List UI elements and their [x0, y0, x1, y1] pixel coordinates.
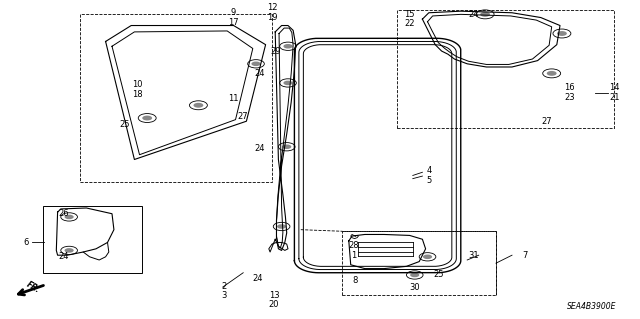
Circle shape [65, 248, 74, 253]
Circle shape [423, 255, 432, 259]
Circle shape [284, 44, 292, 48]
Text: 24: 24 [252, 274, 262, 283]
Text: 29: 29 [270, 47, 280, 56]
Text: 25: 25 [120, 120, 130, 129]
Text: SEA4B3900E: SEA4B3900E [567, 302, 617, 311]
Text: 12
19: 12 19 [267, 4, 277, 22]
Circle shape [547, 71, 557, 76]
Text: 30: 30 [410, 283, 420, 292]
Bar [397, 10, 614, 128]
Text: 28
1: 28 1 [349, 241, 359, 260]
Circle shape [65, 215, 74, 219]
Circle shape [284, 81, 292, 85]
Text: 9
17: 9 17 [228, 8, 239, 27]
Text: 25: 25 [433, 271, 444, 279]
Text: 11: 11 [228, 94, 239, 103]
Text: 24: 24 [59, 252, 69, 261]
Text: 16
23: 16 23 [564, 83, 575, 102]
Text: FR.: FR. [25, 280, 42, 295]
Text: 13
20: 13 20 [269, 291, 279, 309]
Bar [80, 14, 272, 182]
Circle shape [277, 224, 286, 229]
Text: 14
21: 14 21 [609, 83, 620, 102]
Circle shape [480, 12, 490, 17]
Text: 27: 27 [238, 112, 248, 121]
Circle shape [193, 103, 204, 108]
Text: 6: 6 [23, 238, 28, 247]
Text: 27: 27 [542, 117, 552, 126]
Text: 4
5: 4 5 [426, 166, 431, 185]
Circle shape [282, 145, 291, 149]
Text: 2
3: 2 3 [221, 282, 227, 300]
Text: 24: 24 [254, 69, 264, 78]
Text: 7: 7 [522, 251, 527, 260]
Text: 26: 26 [59, 209, 69, 218]
Circle shape [410, 273, 419, 277]
Bar [342, 231, 496, 295]
Text: 15
22: 15 22 [404, 10, 415, 28]
Circle shape [252, 62, 260, 66]
Text: 31: 31 [468, 251, 479, 260]
Circle shape [557, 31, 567, 36]
Circle shape [142, 115, 152, 121]
Bar [43, 206, 142, 273]
Text: 8: 8 [353, 276, 358, 285]
Text: 24: 24 [468, 10, 479, 19]
Text: 24: 24 [254, 144, 264, 153]
Text: 10
18: 10 18 [132, 80, 143, 99]
